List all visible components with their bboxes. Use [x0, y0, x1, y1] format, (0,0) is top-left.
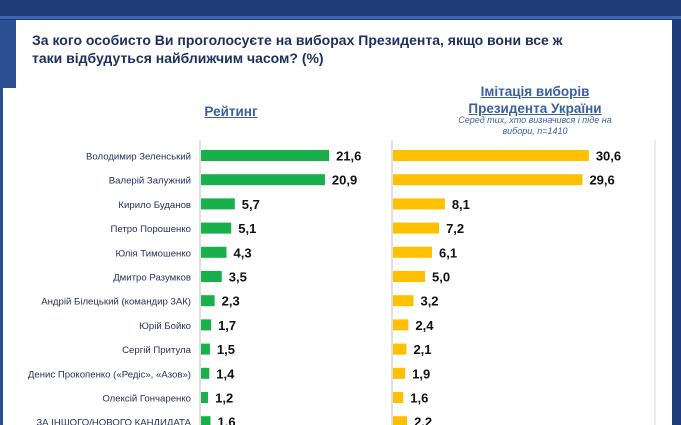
- rating-bar: [201, 416, 211, 425]
- rating-value-label: 1,6: [217, 415, 235, 425]
- imitation-value-label: 8,1: [452, 197, 470, 212]
- category-label: Володимир Зеленський: [86, 152, 191, 163]
- imitation-bar: [393, 392, 404, 403]
- rating-bar: [201, 222, 232, 234]
- left-accent-line: [0, 88, 3, 425]
- category-label: Денис Прокопенко («Редіс», «Азов»): [28, 369, 191, 380]
- imitation-value-label: 1,9: [412, 366, 430, 381]
- imitation-value-label: 2,2: [414, 415, 432, 425]
- imitation-bar: [393, 222, 440, 234]
- rating-bar: [201, 271, 222, 282]
- category-label: Юлія Тимошенко: [115, 248, 191, 259]
- imitation-column-subtitle: Серед тих, хто визначився і піде на вибо…: [458, 115, 612, 136]
- rating-bar: [201, 150, 330, 161]
- category-label: Дмитро Разумков: [113, 273, 191, 284]
- category-label: ЗА ІНШОГО/НОВОГО КАНДИДАТА: [36, 418, 191, 425]
- rating-value-label: 1,4: [216, 366, 235, 381]
- imitation-value-label: 7,2: [446, 221, 464, 236]
- right-edge-bar: [672, 20, 681, 425]
- imitation-column-header: Імітація виборів Президента України: [468, 84, 602, 116]
- rating-bar: [201, 198, 235, 210]
- category-label: Юрій Бойко: [139, 321, 191, 332]
- rating-bar: [201, 246, 227, 258]
- rating-bar: [201, 174, 325, 186]
- left-accent-bar: [0, 20, 16, 88]
- rating-value-label: 1,2: [215, 391, 233, 406]
- rating-value-label: 3,5: [229, 270, 247, 285]
- rating-value-label: 1,5: [217, 342, 235, 357]
- rating-bar: [201, 392, 209, 403]
- imitation-value-label: 2,1: [413, 342, 431, 357]
- category-label: Петро Порошенко: [110, 224, 191, 235]
- header-bar: [0, 0, 681, 20]
- imitation-bar: [393, 343, 407, 355]
- imitation-value-label: 1,6: [410, 391, 428, 406]
- imitation-value-label: 2,4: [415, 318, 434, 333]
- imitation-bar: [393, 246, 433, 258]
- imitation-bar: [393, 319, 409, 331]
- imitation-bar: [393, 416, 408, 425]
- imitation-bar: [393, 367, 406, 379]
- rating-column-header: Рейтинг: [204, 104, 258, 119]
- category-label: Олексій Гончаренко: [102, 394, 191, 405]
- rating-value-label: 4,3: [233, 245, 251, 260]
- imitation-bar: [393, 295, 414, 307]
- imitation-value-label: 3,2: [420, 294, 438, 309]
- category-label: Сергій Притула: [122, 345, 192, 356]
- imitation-bar: [393, 271, 425, 282]
- rating-bar: [201, 367, 210, 379]
- imitation-value-label: 30,6: [596, 149, 621, 164]
- rating-value-label: 5,7: [242, 197, 260, 212]
- imitation-value-label: 6,1: [439, 245, 457, 260]
- imitation-value-label: 5,0: [432, 270, 450, 285]
- rating-value-label: 1,7: [218, 318, 236, 333]
- category-label: Валерій Залужний: [109, 176, 191, 187]
- imitation-bar: [393, 198, 445, 210]
- rating-bar: [201, 319, 212, 331]
- imitation-bar: [393, 150, 589, 161]
- chart-title: За кого особисто Ви проголосуєте на вибо…: [32, 32, 563, 66]
- imitation-value-label: 29,6: [589, 173, 614, 188]
- rating-bar: [201, 343, 210, 355]
- imitation-bar: [393, 174, 583, 186]
- rating-bar: [201, 295, 215, 307]
- rating-value-label: 20,9: [332, 173, 357, 188]
- category-label: Кирило Буданов: [118, 200, 191, 211]
- rating-value-label: 2,3: [222, 294, 240, 309]
- rating-value-label: 5,1: [238, 221, 256, 236]
- rating-value-label: 21,6: [336, 149, 361, 164]
- header-stripe: [0, 16, 681, 19]
- category-label: Андрій Білецький (командир 3АК): [41, 297, 191, 308]
